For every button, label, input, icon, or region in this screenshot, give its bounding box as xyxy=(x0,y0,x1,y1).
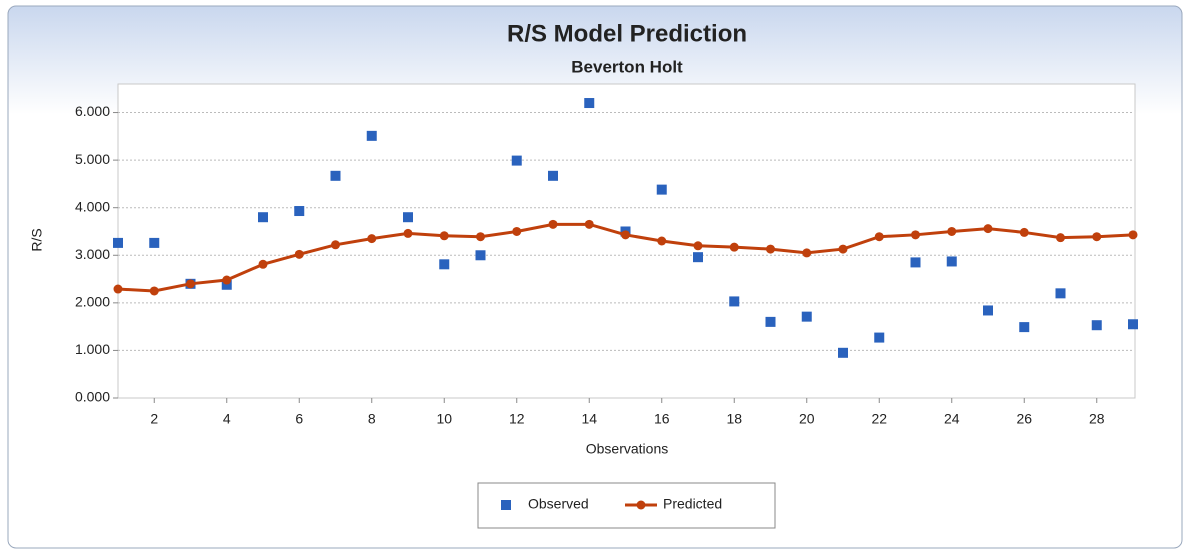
data-point xyxy=(1055,288,1066,299)
data-point xyxy=(621,230,630,240)
data-point xyxy=(331,240,340,250)
plot-area xyxy=(117,83,1136,399)
data-point xyxy=(439,259,450,270)
data-point xyxy=(512,226,522,236)
x-axis-label: Observations xyxy=(586,441,668,457)
x-tick-label: 12 xyxy=(509,411,525,427)
x-tick-label: 22 xyxy=(871,411,887,427)
data-point xyxy=(366,130,377,141)
data-point xyxy=(476,232,485,242)
legend-label: Observed xyxy=(528,496,589,512)
x-tick-label: 2 xyxy=(150,411,158,427)
data-point xyxy=(113,237,123,248)
y-axis-label: R/S xyxy=(29,228,45,251)
data-point xyxy=(113,284,123,294)
data-point xyxy=(1128,230,1138,240)
data-point xyxy=(874,232,884,242)
y-tick-label: 1.000 xyxy=(75,341,110,357)
y-tick-label: 5.000 xyxy=(75,151,110,167)
y-tick-label: 2.000 xyxy=(75,294,110,310)
data-point xyxy=(874,332,885,343)
data-point xyxy=(222,275,232,285)
data-point xyxy=(1019,322,1030,333)
data-point xyxy=(983,224,993,234)
data-point xyxy=(258,212,268,223)
x-tick-label: 4 xyxy=(223,411,231,427)
data-point xyxy=(1091,320,1102,331)
data-point xyxy=(548,170,558,181)
data-point xyxy=(801,311,812,322)
data-point xyxy=(729,296,740,307)
y-tick-label: 3.000 xyxy=(75,246,110,262)
data-point xyxy=(1056,233,1065,243)
legend-label: Predicted xyxy=(663,496,722,512)
data-point xyxy=(838,347,848,358)
chart-title: R/S Model Prediction xyxy=(507,20,747,47)
x-tick-label: 18 xyxy=(726,411,742,427)
data-point xyxy=(367,234,377,244)
x-tick-label: 8 xyxy=(368,411,376,427)
y-tick-label: 4.000 xyxy=(75,198,110,214)
data-point xyxy=(439,231,449,241)
data-point xyxy=(983,305,993,316)
data-point xyxy=(403,212,413,223)
x-tick-label: 24 xyxy=(944,411,960,427)
data-point xyxy=(802,248,812,258)
data-point xyxy=(1128,319,1138,330)
x-tick-label: 16 xyxy=(654,411,670,427)
data-point xyxy=(1092,232,1102,242)
data-point xyxy=(1019,227,1029,237)
data-point xyxy=(584,98,595,109)
data-point xyxy=(149,237,160,248)
data-point xyxy=(294,206,305,217)
data-point xyxy=(910,257,921,268)
data-point xyxy=(766,244,775,254)
data-point xyxy=(656,184,667,195)
data-point xyxy=(729,242,739,252)
data-point xyxy=(657,236,667,246)
x-tick-label: 20 xyxy=(799,411,815,427)
data-point xyxy=(838,244,848,254)
x-tick-label: 14 xyxy=(581,411,597,427)
data-point xyxy=(584,219,594,229)
x-tick-label: 10 xyxy=(436,411,452,427)
data-point xyxy=(946,256,957,267)
x-tick-label: 26 xyxy=(1016,411,1032,427)
data-point xyxy=(186,279,195,289)
data-point xyxy=(693,241,703,251)
data-point xyxy=(221,279,232,290)
data-point xyxy=(330,170,341,181)
data-point xyxy=(548,219,558,229)
x-tick-label: 6 xyxy=(295,411,303,427)
data-point xyxy=(765,316,776,327)
x-tick-label: 28 xyxy=(1089,411,1105,427)
data-point xyxy=(693,252,703,263)
data-point xyxy=(403,228,413,238)
chart-subtitle: Beverton Holt xyxy=(571,57,683,76)
y-tick-label: 0.000 xyxy=(75,389,110,405)
data-point xyxy=(475,250,486,261)
data-point xyxy=(294,249,304,259)
data-point xyxy=(511,155,522,166)
legend-marker xyxy=(636,500,646,510)
legend-marker xyxy=(501,500,511,510)
y-tick-label: 6.000 xyxy=(75,103,110,119)
data-point xyxy=(911,230,920,240)
data-point xyxy=(258,259,268,269)
data-point xyxy=(149,286,159,296)
data-point xyxy=(947,226,957,236)
